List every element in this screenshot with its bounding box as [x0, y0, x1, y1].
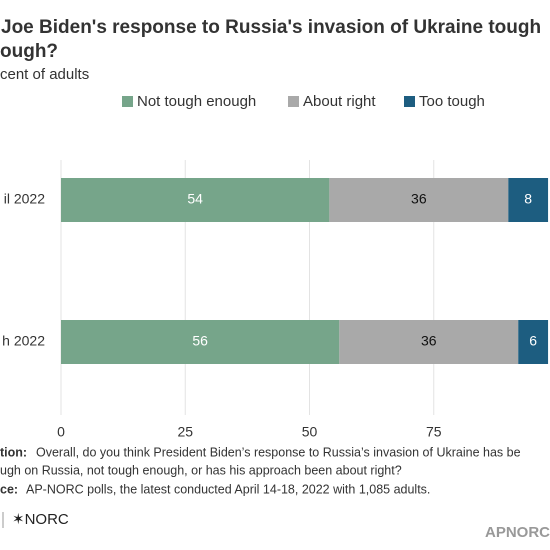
chart-title: Joe Biden's response to Russia's invasio…: [1, 17, 541, 38]
bar-segment: [339, 320, 519, 364]
legend-label: Not tough enough: [137, 93, 256, 110]
chart-title: ough?: [0, 41, 58, 62]
data-label: 36: [411, 191, 427, 207]
legend-swatch: [288, 96, 299, 107]
bar-segment: [518, 320, 549, 364]
x-tick-label: 0: [57, 424, 65, 440]
legend-swatch: [122, 96, 133, 107]
chart-subtitle: cent of adults: [0, 66, 89, 83]
question-label: tion:: [0, 445, 27, 459]
x-tick-label: 50: [302, 424, 318, 440]
logo: ✶NORC: [12, 511, 69, 528]
category-label: h 2022: [2, 333, 45, 349]
category-label: il 2022: [4, 191, 45, 207]
bar-segment: [329, 178, 509, 222]
legend-label: Too tough: [419, 93, 485, 110]
bar-segment: [61, 178, 330, 222]
data-label: 36: [421, 333, 437, 349]
data-label: 56: [192, 333, 208, 349]
bar-segment: [61, 320, 340, 364]
x-tick-label: 25: [177, 424, 193, 440]
bar-segment: [508, 178, 549, 222]
x-tick-label: 75: [426, 424, 442, 440]
source-label: ce:: [0, 482, 18, 496]
data-label: 8: [524, 191, 532, 207]
data-label: 6: [529, 333, 537, 349]
legend-swatch: [404, 96, 415, 107]
legend-label: About right: [303, 93, 376, 110]
brand: APNORC: [485, 524, 550, 541]
question: Overall, do you think President Biden’s …: [36, 445, 521, 459]
source: AP-NORC polls, the latest conducted Apri…: [26, 482, 430, 496]
data-label: 54: [187, 191, 203, 207]
question: ugh on Russia, not tough enough, or has …: [0, 463, 402, 477]
